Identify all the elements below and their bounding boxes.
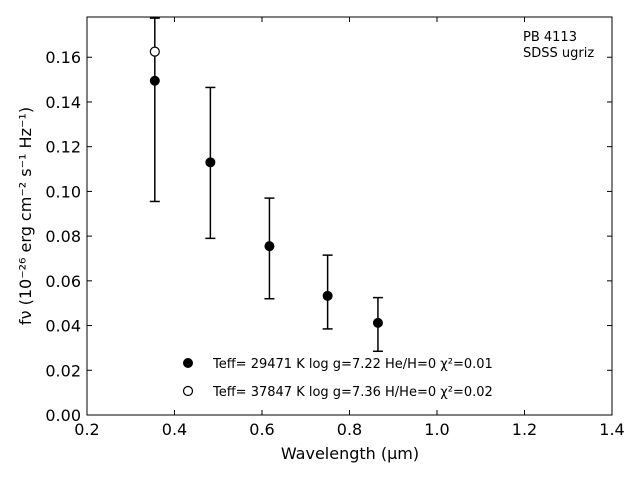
legend-label-2: Teff= 37847 K log g=7.36 H/He=0 χ²=0.02 [212,385,493,400]
open-point-1-0 [149,46,160,57]
x-tick-label-4: 1.0 [424,420,449,439]
x-tick-label-2: 0.6 [249,420,274,439]
y-tick-label-7: 0.14 [45,93,81,112]
x-tick-label-1: 0.4 [162,420,187,439]
x-tick-label-3: 0.8 [337,420,362,439]
x-tick-label-0: 0.2 [74,420,99,439]
filled-point-0-1 [205,157,216,168]
x-tick-label-6: 1.4 [599,420,624,439]
y-tick-label-6: 0.12 [45,138,81,157]
y-axis-label: fν (10⁻²⁶ erg cm⁻² s⁻¹ Hz⁻¹) [16,107,35,325]
annotation-line-2: SDSS ugriz [523,46,594,61]
y-tick-label-0: 0.00 [45,406,81,425]
y-tick-label-2: 0.04 [45,317,81,336]
legend-marker-filled [183,358,193,368]
filled-point-0-3 [322,290,333,301]
x-axis-label: Wavelength (μm) [281,444,419,463]
y-tick-label-3: 0.06 [45,272,81,291]
legend-marker-open [182,385,194,397]
data-markers [149,46,383,328]
y-tick-label-1: 0.02 [45,361,81,380]
annotation-line-1: PB 4113 [523,30,577,45]
y-tick-label-5: 0.10 [45,182,81,201]
y-tick-label-8: 0.16 [45,48,81,67]
filled-point-0-4 [372,317,383,328]
filled-point-0-2 [264,241,275,252]
plot-frame [86,16,613,416]
legend-label-1: Teff= 29471 K log g=7.22 He/H=0 χ²=0.01 [212,357,493,372]
error-bars [149,17,383,353]
y-axis-ticks: 0.00 0.02 0.04 0.06 0.08 0.10 0.12 0.14 0.16 [45,48,612,425]
y-tick-label-4: 0.08 [45,227,81,246]
x-tick-label-5: 1.2 [512,420,537,439]
legend: Teff= 29471 K log g=7.22 He/H=0 χ²=0.01 … [182,357,493,400]
filled-point-0-0 [149,75,160,86]
x-axis-ticks: 0.2 0.4 0.6 0.8 1.0 1.2 1.4 [74,17,625,439]
